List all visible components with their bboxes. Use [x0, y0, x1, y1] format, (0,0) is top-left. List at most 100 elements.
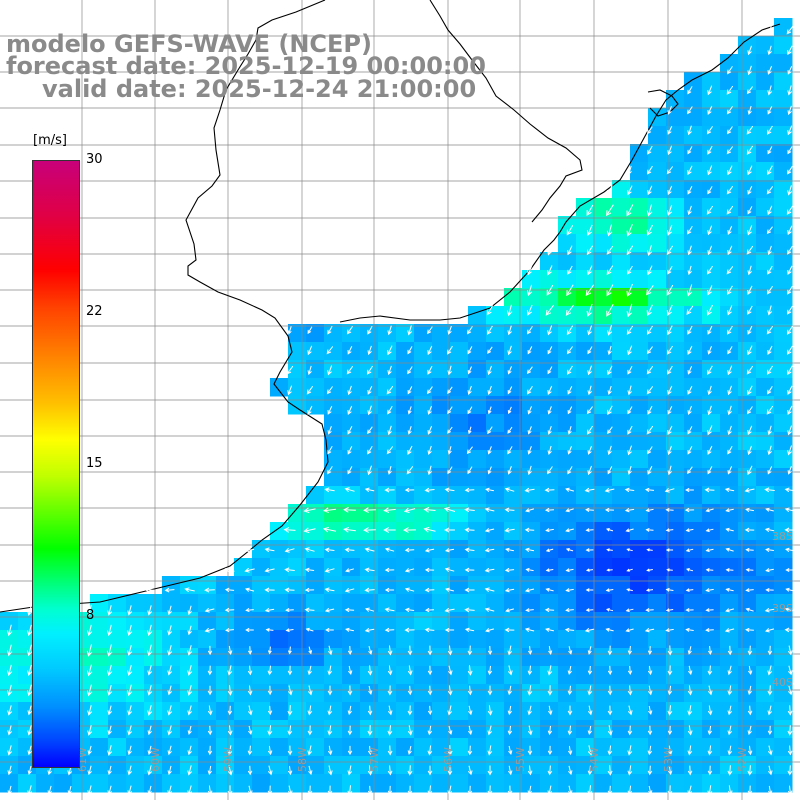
wind-arrow	[368, 685, 373, 696]
speed-cell	[576, 630, 595, 649]
speed-cell	[486, 432, 505, 451]
wind-arrow	[606, 608, 614, 612]
speed-cell	[630, 378, 649, 397]
wind-arrow	[304, 607, 315, 613]
speed-cell	[594, 306, 613, 325]
speed-cell	[738, 612, 757, 631]
wind-arrow	[687, 426, 693, 435]
wind-arrow	[727, 245, 733, 256]
speed-cell	[144, 756, 163, 775]
wind-arrow	[407, 445, 413, 455]
speed-cell	[540, 504, 559, 523]
wind-arrow	[527, 785, 532, 796]
speed-cell	[342, 612, 361, 631]
speed-cell	[774, 756, 793, 775]
speed-cell	[774, 342, 793, 361]
wind-arrow	[787, 65, 793, 75]
speed-cell	[486, 594, 505, 613]
wind-arrow	[567, 665, 572, 676]
wind-arrow	[484, 567, 495, 573]
wind-arrow	[547, 745, 553, 756]
speed-cell	[180, 738, 199, 757]
speed-cell	[90, 756, 109, 775]
speed-cell	[432, 720, 451, 739]
wind-arrow	[584, 487, 595, 493]
speed-cell	[342, 738, 361, 757]
speed-cell	[144, 612, 163, 631]
wind-arrow	[646, 425, 654, 435]
speed-cell	[738, 360, 757, 379]
wind-arrow	[404, 487, 415, 493]
wind-arrow	[486, 305, 494, 316]
wind-arrow	[207, 725, 213, 736]
speed-cell	[702, 558, 721, 577]
speed-cell	[306, 612, 325, 631]
speed-cell	[630, 306, 649, 325]
wind-arrow	[507, 645, 513, 656]
speed-cell	[702, 324, 721, 343]
wind-arrow	[507, 725, 513, 736]
speed-cell	[738, 108, 757, 127]
speed-cell	[450, 648, 469, 667]
wind-arrow	[507, 446, 513, 455]
speed-cell	[648, 432, 667, 451]
lon-label: 60W	[149, 747, 162, 772]
wind-arrow	[667, 325, 673, 336]
speed-cell	[720, 576, 739, 595]
wind-arrow	[424, 487, 435, 493]
coastline-segment	[0, 0, 329, 613]
wind-arrow	[508, 765, 513, 776]
wind-arrow	[364, 587, 375, 593]
wind-arrow	[647, 646, 653, 655]
wind-arrow	[207, 765, 212, 776]
wind-arrow	[524, 588, 535, 593]
speed-cell	[738, 414, 757, 433]
wind-arrow	[545, 528, 554, 533]
speed-cell	[702, 306, 721, 325]
wind-arrow	[787, 705, 793, 716]
wind-arrow	[726, 186, 734, 195]
speed-cell	[594, 270, 613, 289]
speed-cell	[738, 774, 757, 793]
wind-arrow	[127, 745, 132, 756]
speed-cell	[540, 756, 559, 775]
speed-cell	[738, 432, 757, 451]
speed-cell	[738, 594, 757, 613]
wind-arrow	[727, 725, 733, 736]
wind-arrow	[327, 365, 333, 376]
wind-arrow	[627, 385, 632, 396]
speed-cell	[720, 360, 739, 379]
wind-arrow	[585, 528, 594, 533]
speed-cell	[432, 432, 451, 451]
wind-arrow	[727, 446, 733, 455]
speed-cell	[576, 558, 595, 577]
wind-arrow	[387, 406, 393, 415]
speed-cell	[324, 504, 343, 523]
wind-arrow	[207, 745, 213, 756]
speed-cell	[126, 594, 145, 613]
wind-arrow	[687, 466, 693, 475]
lon-label: 55W	[514, 747, 527, 772]
wind-arrow	[387, 645, 393, 656]
wind-arrow	[787, 185, 793, 196]
speed-cell	[522, 648, 541, 667]
wind-arrow	[327, 765, 333, 776]
lon-label: 54W	[588, 747, 601, 772]
speed-cell	[198, 774, 217, 793]
speed-cell	[450, 468, 469, 487]
wind-arrow	[545, 627, 555, 632]
wind-arrow	[187, 605, 192, 616]
speed-cell	[468, 378, 487, 397]
speed-cell	[0, 648, 19, 667]
speed-cell	[162, 648, 181, 667]
speed-cell	[684, 522, 703, 541]
speed-cell	[702, 342, 721, 361]
wind-arrow	[327, 326, 333, 335]
wind-arrow	[666, 245, 674, 255]
wind-arrow	[347, 705, 352, 716]
wind-arrow	[586, 425, 593, 435]
speed-cell	[774, 18, 793, 37]
wind-arrow	[364, 487, 375, 492]
speed-cell	[414, 720, 433, 739]
speed-cell	[648, 756, 667, 775]
